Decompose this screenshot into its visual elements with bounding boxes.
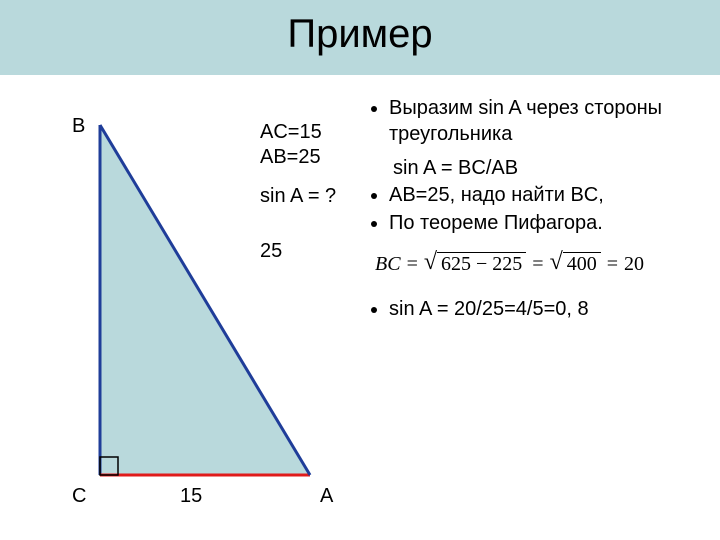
equals-3: = — [607, 253, 618, 276]
content-area: B C A 15 AC=15 AB=25 sin A = ? 25 Вырази… — [0, 75, 720, 525]
equals-1: = — [407, 253, 418, 276]
step-list-1: Выразим sin A через стороны треугольника — [365, 95, 705, 147]
page-title: Пример — [0, 12, 720, 57]
sqrt-body-2: 400 — [563, 252, 601, 276]
formula-lhs: BC — [375, 253, 401, 276]
sqrt-2: √ 400 — [550, 252, 601, 276]
step-pythagoras: По теореме Пифагора. — [389, 210, 705, 236]
given-ab: AB=25 — [260, 145, 322, 170]
step-ab-find-bc: AB=25, надо найти BC, — [389, 182, 705, 208]
vertex-label-b: B — [72, 115, 85, 138]
given-values: AC=15 AB=25 — [260, 120, 322, 170]
vertex-label-a: A — [320, 485, 333, 508]
sqrt-sign-1: √ — [424, 252, 437, 272]
sqrt-1: √ 625 − 225 — [424, 252, 526, 276]
side-label-hyp: 25 — [260, 240, 282, 263]
step-list-3: sin A = 20/25=4/5=0, 8 — [365, 296, 705, 322]
step-answer: sin A = 20/25=4/5=0, 8 — [389, 296, 705, 322]
side-label-base: 15 — [180, 485, 202, 508]
equals-2: = — [532, 253, 543, 276]
title-bar: Пример — [0, 0, 720, 75]
solution-column: Выразим sin A через стороны треугольника… — [365, 95, 705, 330]
sqrt-sign-2: √ — [550, 252, 563, 272]
formula-pythagoras: BC = √ 625 − 225 = √ 400 = 20 — [375, 252, 705, 276]
vertex-label-c: C — [72, 485, 86, 508]
given-ac: AC=15 — [260, 120, 322, 145]
question-text: sin A = ? — [260, 185, 336, 208]
formula-result: 20 — [624, 253, 644, 276]
step-ratio: sin A = BC/AB — [365, 157, 705, 180]
step-express: Выразим sin A через стороны треугольника — [389, 95, 705, 147]
sqrt-body-1: 625 − 225 — [437, 252, 526, 276]
triangle-diagram: B C A 15 AC=15 AB=25 sin A = ? 25 — [60, 95, 340, 495]
step-list-2: AB=25, надо найти BC, По теореме Пифагор… — [365, 182, 705, 236]
